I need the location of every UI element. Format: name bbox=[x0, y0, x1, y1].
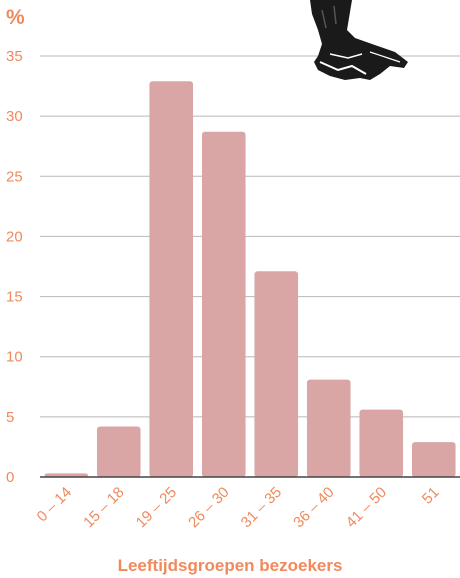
x-tick-label: 51 bbox=[419, 484, 443, 508]
y-tick-label: 20 bbox=[6, 228, 23, 245]
bar bbox=[44, 473, 89, 477]
y-axis-ticks: 0 5 10 15 20 25 30 35 bbox=[6, 48, 23, 486]
y-tick-label: 10 bbox=[6, 349, 23, 366]
y-tick-label: 30 bbox=[6, 108, 23, 125]
gridlines bbox=[40, 55, 460, 418]
bar bbox=[96, 426, 141, 477]
x-tick-label: 41 – 50 bbox=[343, 484, 390, 531]
bar bbox=[359, 409, 404, 477]
bar bbox=[149, 81, 194, 477]
bar bbox=[306, 379, 351, 477]
bar bbox=[411, 442, 456, 477]
x-tick-label: 31 – 35 bbox=[238, 484, 285, 531]
x-tick-label: 0 – 14 bbox=[34, 484, 76, 526]
x-axis-ticks: 0 – 14 15 – 18 19 – 25 26 – 30 31 – 35 36 – 4… bbox=[34, 484, 443, 531]
bar bbox=[254, 271, 299, 477]
x-tick-label: 19 – 25 bbox=[133, 484, 180, 531]
hand-sketch-icon bbox=[310, 0, 408, 80]
bar bbox=[201, 131, 246, 477]
x-axis-title: Leeftijdsgroepen bezoekers bbox=[117, 556, 343, 575]
y-tick-label: 0 bbox=[6, 469, 14, 486]
y-tick-label: 25 bbox=[6, 168, 23, 185]
x-tick-label: 36 – 40 bbox=[290, 484, 337, 531]
y-tick-label: 15 bbox=[6, 289, 23, 306]
bars bbox=[44, 81, 456, 477]
y-unit-label: % bbox=[6, 6, 25, 29]
y-tick-label: 5 bbox=[6, 409, 14, 426]
x-tick-label: 15 – 18 bbox=[80, 484, 127, 531]
x-tick-label: 26 – 30 bbox=[185, 484, 232, 531]
y-tick-label: 35 bbox=[6, 48, 23, 65]
